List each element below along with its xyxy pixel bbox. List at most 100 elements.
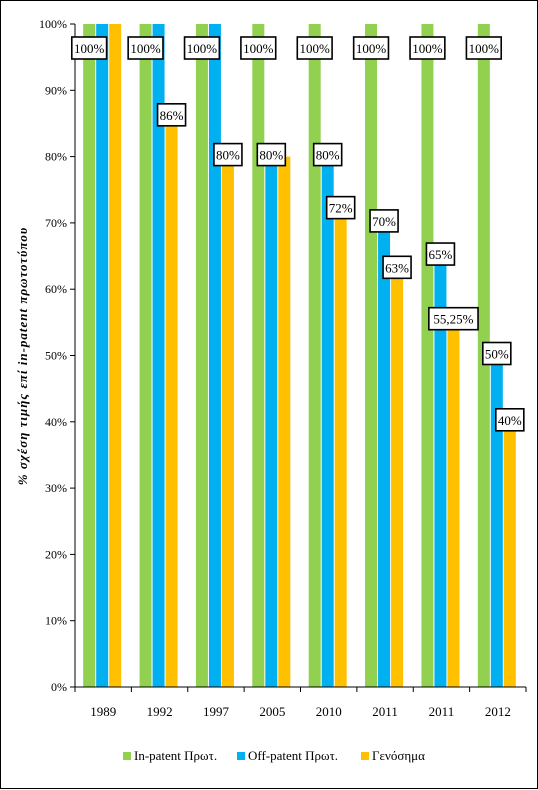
bar — [421, 24, 434, 687]
data-label: 100% — [240, 36, 277, 60]
bar — [321, 156, 334, 688]
x-tick-label: 2005 — [259, 704, 285, 719]
x-tick-label: 1997 — [203, 704, 230, 719]
bar — [195, 24, 208, 687]
data-label: 50% — [482, 341, 512, 366]
data-label: 100% — [352, 36, 390, 60]
data-label-box — [240, 36, 277, 60]
data-label-text: 65% — [429, 247, 453, 262]
legend-item: In-patent Πρωτ. — [123, 748, 217, 763]
y-tick-label: 100% — [39, 17, 67, 31]
bar — [278, 156, 291, 688]
data-label-box — [352, 36, 390, 60]
data-label-text: 100% — [469, 41, 500, 56]
bar — [265, 156, 278, 688]
data-label-box — [127, 36, 164, 60]
bar — [434, 256, 447, 687]
data-label-text: 80% — [316, 148, 340, 163]
bar — [152, 24, 165, 687]
data-label-text: 100% — [243, 41, 274, 56]
bar — [96, 24, 109, 687]
data-label-box — [183, 36, 221, 60]
y-tick-label: 40% — [45, 415, 67, 429]
data-label-box — [382, 255, 412, 280]
y-tick-label: 90% — [45, 83, 67, 97]
data-label-text: 55,25% — [433, 312, 473, 327]
data-label: 63% — [382, 255, 412, 280]
data-label: 100% — [409, 36, 446, 60]
data-label-box — [428, 306, 479, 331]
bar — [83, 24, 96, 687]
data-label-box — [465, 36, 503, 60]
data-label-box — [369, 209, 399, 233]
data-label-box — [156, 103, 187, 127]
data-label: 40% — [495, 407, 525, 432]
data-label: 100% — [465, 36, 503, 60]
data-label-text: 63% — [385, 260, 409, 275]
bar — [308, 24, 321, 687]
data-label: 100% — [183, 36, 221, 60]
data-label-text: 70% — [372, 214, 396, 229]
data-label: 80% — [312, 142, 343, 167]
data-label-box — [482, 341, 512, 366]
y-tick-label: 50% — [45, 349, 67, 363]
x-tick-label: 2012 — [485, 704, 511, 719]
bar — [252, 24, 265, 687]
data-label: 80% — [213, 142, 243, 167]
bar — [334, 209, 347, 687]
bar — [221, 156, 234, 688]
bar — [109, 24, 122, 687]
data-label: 80% — [256, 142, 287, 167]
data-label-text: 86% — [160, 108, 184, 123]
data-label-text: 80% — [259, 148, 283, 163]
bar — [447, 320, 460, 687]
x-tick-label: 2010 — [316, 704, 342, 719]
data-label-text: 100% — [74, 41, 105, 56]
y-tick-label: 20% — [45, 547, 67, 561]
data-label: 100% — [296, 36, 333, 60]
data-label-text: 100% — [130, 41, 161, 56]
data-label-box — [256, 142, 287, 167]
y-tick-label: 70% — [45, 216, 67, 230]
data-label-text: 40% — [498, 413, 522, 428]
bar — [378, 222, 391, 687]
y-tick-label: 10% — [45, 614, 67, 628]
data-label: 72% — [325, 195, 356, 220]
data-label-text: 80% — [216, 148, 240, 163]
data-label-box — [70, 36, 108, 60]
legend-swatch — [123, 752, 131, 760]
data-label-box — [296, 36, 333, 60]
legend-label: In-patent Πρωτ. — [134, 748, 217, 763]
legend-item: Off-patent Πρωτ. — [237, 748, 338, 763]
data-label-box — [325, 195, 356, 220]
data-label-box — [495, 407, 525, 432]
data-label-box — [425, 242, 456, 266]
data-label-box — [312, 142, 343, 167]
data-label: 100% — [127, 36, 164, 60]
bar — [490, 355, 503, 687]
bars-layer — [83, 24, 516, 688]
data-label-box — [213, 142, 243, 167]
data-label-text: 72% — [329, 201, 353, 216]
data-labels-layer: 100% 100% 100% 100% 100% 100% 100% 100% 86% 80% 80… — [70, 36, 525, 432]
y-tick-label: 60% — [45, 282, 67, 296]
data-label: 70% — [369, 209, 399, 233]
data-label-text: 100% — [187, 41, 218, 56]
legend-swatch — [361, 752, 369, 760]
legend-item: Γενόσημα — [361, 748, 425, 763]
legend: In-patent Πρωτ. Off-patent Πρωτ. Γενόσημα — [123, 748, 425, 763]
bar — [391, 269, 404, 687]
legend-label: Off-patent Πρωτ. — [248, 748, 338, 763]
data-label: 65% — [425, 242, 456, 266]
bar — [365, 24, 378, 687]
data-label-text: 100% — [356, 41, 387, 56]
legend-label: Γενόσημα — [372, 748, 425, 763]
data-label: 100% — [70, 36, 108, 60]
bar — [139, 24, 152, 687]
axes-layer: 0% 10% 20% 30% 40% 50% 60% 70% 80% 90% 100% 1989 199… — [39, 17, 527, 719]
data-label-box — [409, 36, 446, 60]
bar — [165, 116, 178, 687]
bar — [208, 24, 221, 687]
